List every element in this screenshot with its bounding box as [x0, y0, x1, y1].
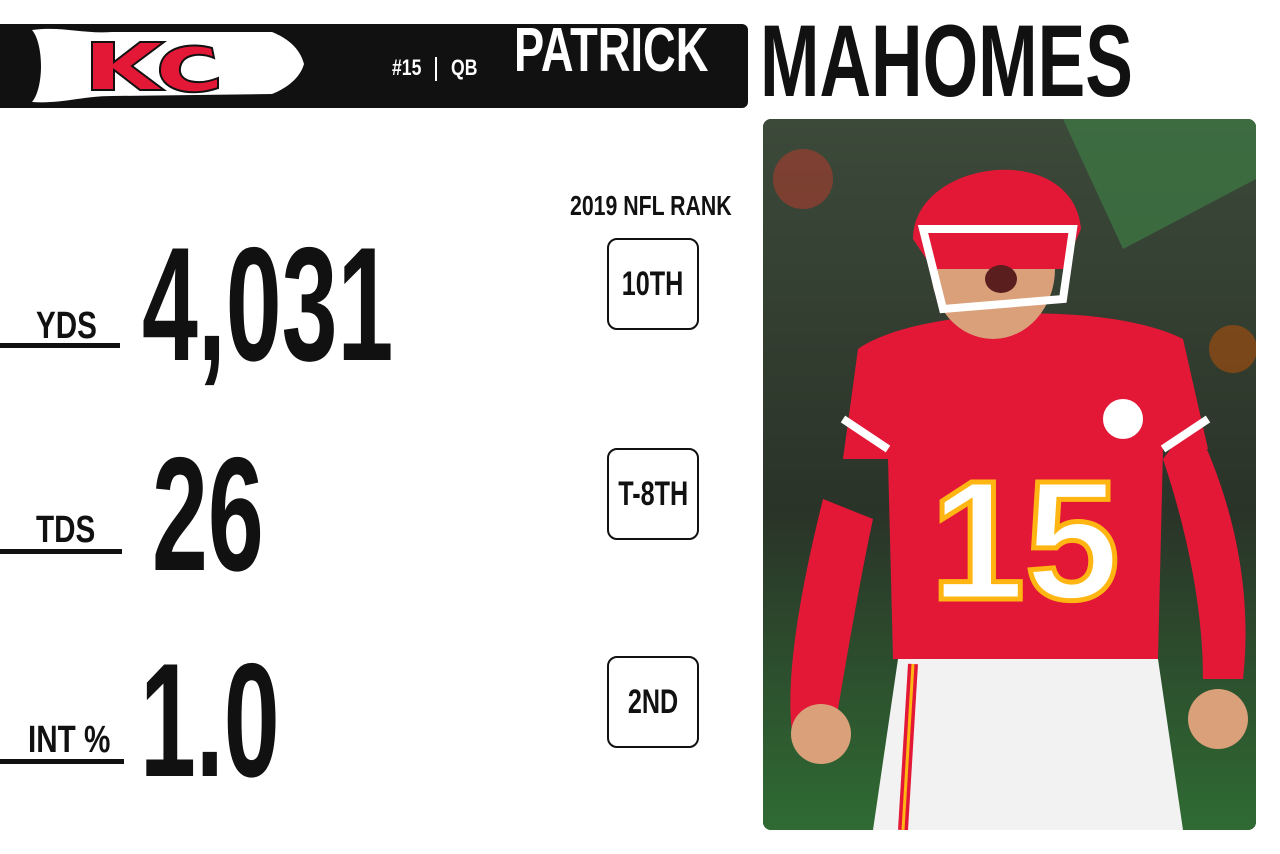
stat-value-yds: 4,031 [142, 214, 394, 395]
header-bar: KC #15 QB [0, 24, 748, 108]
stat-rule [0, 549, 122, 554]
stat-rule [0, 759, 124, 764]
player-meta: #15 QB [392, 48, 484, 88]
stat-label-int: INT % [28, 719, 111, 761]
jersey-number: #15 [392, 55, 422, 80]
meta-divider [434, 57, 437, 82]
stat-label-tds: TDS [36, 509, 96, 551]
player-position: QB [450, 55, 478, 80]
svg-text:15: 15 [930, 446, 1119, 636]
svg-text:KC: KC [162, 73, 164, 75]
player-first-name: PATRICK [514, 16, 709, 85]
player-photo: 15 [763, 119, 1256, 830]
rank-box-int: 2ND [607, 656, 699, 748]
stat-value-tds: 26 [152, 424, 264, 605]
rank-value: T-8TH [618, 474, 688, 513]
stat-value-int: 1.0 [140, 630, 280, 811]
rank-box-yds: 10TH [607, 238, 699, 330]
player-last-name: MAHOMES [760, 4, 1133, 118]
rank-value: 2ND [627, 682, 679, 721]
rank-value: 10TH [622, 264, 684, 303]
rank-box-tds: T-8TH [607, 448, 699, 540]
stat-label-yds: YDS [36, 305, 97, 347]
rank-header: 2019 NFL RANK [570, 190, 732, 221]
team-logo: KC [22, 24, 312, 108]
stat-rule [0, 343, 120, 348]
